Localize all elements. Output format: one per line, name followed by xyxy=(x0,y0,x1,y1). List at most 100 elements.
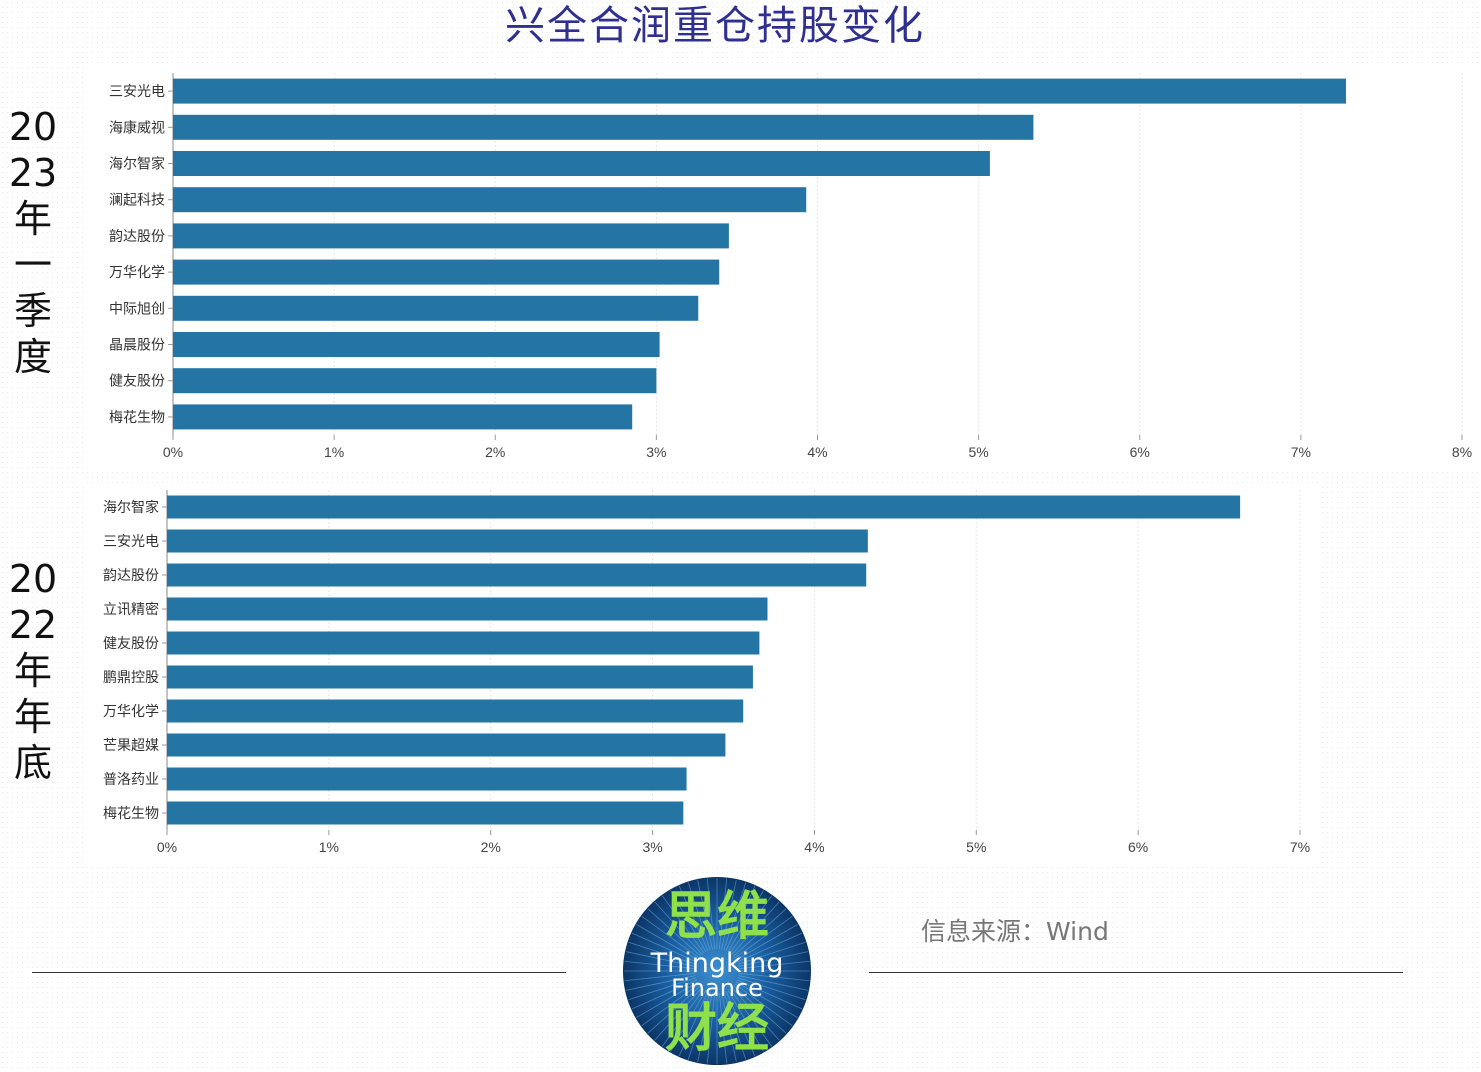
logo-ray xyxy=(734,983,793,1026)
logo-ray xyxy=(738,975,809,991)
logo-ray xyxy=(706,992,716,1064)
end-2022-x-tick-label: 1% xyxy=(319,839,339,855)
q1-2023-bar xyxy=(173,114,1034,140)
logo-ray xyxy=(725,990,756,1057)
logo-ray xyxy=(723,882,747,951)
logo-ray xyxy=(729,895,772,954)
logo-ray xyxy=(670,989,707,1052)
q1-2023-category-label: 海康威视 xyxy=(109,119,165,136)
end-2022-bar xyxy=(167,699,744,723)
logo-ray xyxy=(731,987,780,1041)
end-2022-bar xyxy=(167,529,868,553)
logo-text-mid2: Finance xyxy=(671,974,763,1002)
q1-2023-bar xyxy=(173,368,657,394)
q1-2023-x-tick-label: 7% xyxy=(1291,444,1311,460)
logo-ray xyxy=(670,890,707,953)
end-2022-bar xyxy=(167,801,684,825)
logo-ray xyxy=(721,879,737,950)
logo-ray xyxy=(736,932,803,963)
logo-ray xyxy=(662,988,705,1047)
end-2022-bar xyxy=(167,631,760,655)
period-label-2022-end: 20 22 年 年 底 xyxy=(8,557,58,785)
logo-ray xyxy=(625,975,696,991)
logo-ray xyxy=(641,916,700,959)
logo-ray xyxy=(697,992,713,1063)
q1-2023-category-label: 韵达股份 xyxy=(109,229,165,245)
logo-ray xyxy=(723,991,747,1060)
q1-2023-x-tick-label: 1% xyxy=(324,444,344,460)
end-2022-x-tick-label: 7% xyxy=(1290,839,1310,855)
end-2022-category-label: 三安光电 xyxy=(103,534,159,550)
logo-ray xyxy=(718,992,728,1064)
logo-ray xyxy=(631,979,698,1010)
logo-ray xyxy=(718,878,728,950)
bar-chart-2022-end: 0% 1% 2% 3% 4% 5% 6% 7% 海尔智家三安光电韵达股份立讯精密健友股份鹏鼎控股… xyxy=(103,490,1310,855)
chart-panel-2022-end: 0% 1% 2% 3% 4% 5% 6% 7% 海尔智家 三安光电 韵达股份 立讯精密 健友股份 鹏鼎控股… xyxy=(84,484,1320,866)
q1-2023-bar xyxy=(173,295,699,321)
end-2022-x-tick-label: 3% xyxy=(642,839,662,855)
footer-divider-right xyxy=(869,972,1403,973)
q1-2023-x-tick-label: 5% xyxy=(969,444,989,460)
end-2022-category-label: 韵达股份 xyxy=(103,568,159,584)
end-2022-bar xyxy=(167,665,753,689)
end-2022-category-label: 普洛药业 xyxy=(103,772,159,788)
logo-ray xyxy=(737,977,806,1001)
q1-2023-bar xyxy=(173,187,807,213)
end-2022-bar xyxy=(167,495,1241,519)
q1-2023-x-tick-label: 3% xyxy=(646,444,666,460)
logo-ray xyxy=(733,985,787,1034)
q1-2023-category-label: 三安光电 xyxy=(109,84,165,100)
logo-ray xyxy=(727,989,764,1052)
logo-ray xyxy=(738,972,810,982)
q1-2023-bar xyxy=(173,404,633,430)
logo-ray xyxy=(737,941,806,965)
end-2022-x-tick-label: 0% xyxy=(157,839,177,855)
q1-2023-category-label: 澜起科技 xyxy=(109,193,165,209)
end-2022-bar xyxy=(167,563,867,587)
logo-ray xyxy=(738,951,809,967)
page-title: 兴全合润重仓持股变化 xyxy=(505,3,925,49)
logo-ray xyxy=(654,987,703,1041)
end-2022-category-label: 健友股份 xyxy=(103,636,159,652)
q1-2023-bar xyxy=(173,332,660,357)
q1-2023-x-tick-label: 6% xyxy=(1130,444,1150,460)
logo-ray xyxy=(624,972,696,982)
q1-2023-x-tick-label: 8% xyxy=(1452,444,1472,460)
logo-ray xyxy=(631,932,698,963)
footer-divider-left xyxy=(32,972,566,973)
q1-2023-category-label: 中际旭创 xyxy=(109,301,165,317)
logo-ray xyxy=(687,991,711,1060)
period-label-2023q1: 20 23 年 一 季 度 xyxy=(8,105,58,379)
logo-ray xyxy=(624,960,696,970)
q1-2023-bar xyxy=(173,151,990,176)
q1-2023-category-label: 晶晨股份 xyxy=(109,338,165,354)
logo-ray xyxy=(641,983,700,1026)
logo-text-bottom: 财经 xyxy=(665,998,769,1059)
bar-chart-2023q1: 0% 1% 2% 3% 4% 5% 6% 7% 8% 三安光电海康威视海尔智家澜起科技韵达股份万华… xyxy=(109,73,1472,460)
end-2022-category-label: 立讯精密 xyxy=(103,601,159,618)
logo-ray xyxy=(729,988,772,1047)
logo-ray xyxy=(721,992,737,1063)
logo-ray xyxy=(697,879,713,950)
q1-2023-bar xyxy=(173,223,729,249)
q1-2023-category-label: 健友股份 xyxy=(109,374,165,390)
q1-2023-category-label: 万华化学 xyxy=(109,265,165,281)
logo-ray xyxy=(733,908,787,957)
q1-2023-x-tick-label: 2% xyxy=(485,444,505,460)
logo-ray xyxy=(727,890,764,953)
logo-ray xyxy=(636,924,699,961)
logo-ray xyxy=(647,908,701,957)
q1-2023-x-tick-label: 0% xyxy=(163,444,183,460)
q1-2023-category-label: 梅花生物 xyxy=(109,410,165,426)
logo-ray xyxy=(725,885,756,952)
logo-ray xyxy=(628,977,697,1001)
q1-2023-bar xyxy=(173,78,1346,104)
end-2022-x-tick-label: 6% xyxy=(1128,839,1148,855)
logo-ray xyxy=(731,901,780,955)
logo-ray xyxy=(625,951,696,967)
logo-ray xyxy=(706,878,716,950)
logo-ray xyxy=(738,960,810,970)
q1-2023-x-tick-label: 4% xyxy=(807,444,827,460)
logo-text-mid1: Thingking xyxy=(650,948,784,979)
end-2022-x-tick-label: 2% xyxy=(481,839,501,855)
